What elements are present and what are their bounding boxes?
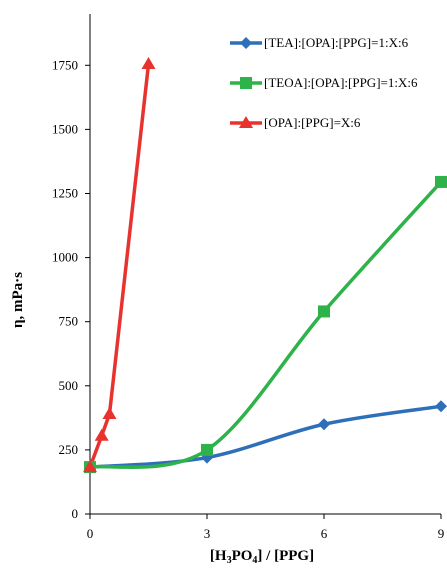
triangle-marker: [141, 57, 156, 69]
x-axis-title-part: PO: [232, 548, 253, 564]
x-axis-title-sub: 4: [252, 555, 257, 566]
x-tick-label: 3: [204, 526, 211, 541]
y-axis-title: η, mPa·s: [10, 272, 26, 328]
triangle-marker-legend: [239, 116, 253, 128]
y-tick-label: 1250: [52, 185, 78, 200]
legend-label: [OPA]:[PPG]=X:6: [264, 115, 361, 130]
series-line-2: [89, 180, 443, 470]
diamond-marker-legend: [240, 37, 252, 49]
square-marker: [318, 305, 330, 318]
series-markers: [83, 57, 447, 474]
series-line-1: [89, 404, 442, 469]
x-tick-label: 0: [87, 526, 94, 541]
axes: [89, 14, 441, 515]
series-lines: [88, 63, 443, 470]
x-tick-label: 6: [321, 526, 328, 541]
square-marker-legend: [240, 77, 252, 89]
y-tick-label: 500: [59, 378, 79, 393]
legend-label: [TEA]:[OPA]:[PPG]=1:X:6: [264, 35, 409, 50]
legend: [TEA]:[OPA]:[PPG]=1:X:6 [TEOA]:[OPA]:[PPG…: [230, 35, 418, 130]
y-tick-label: 250: [59, 442, 79, 457]
square-marker: [201, 443, 213, 456]
y-tick-label: 1000: [52, 250, 78, 265]
x-axis-title-part: [H: [210, 548, 227, 564]
y-tick-label: 750: [59, 314, 79, 329]
legend-label: [TEOA]:[OPA]:[PPG]=1:X:6: [264, 75, 418, 90]
ticks: 0 250 500 750 1000 1250 1500 1750 0 3 6 9: [52, 57, 444, 541]
triangle-marker: [83, 460, 97, 473]
diamond-marker: [435, 400, 447, 413]
x-axis-title: [H3PO4] / [PPG]: [210, 548, 314, 566]
triangle-marker: [94, 428, 109, 441]
y-tick-label: 1750: [52, 57, 78, 72]
x-axis-title-part: ] / [PPG]: [257, 548, 314, 564]
diamond-marker: [318, 418, 330, 431]
y-tick-label: 0: [72, 506, 79, 521]
y-tick-label: 1500: [52, 121, 78, 136]
triangle-marker: [102, 407, 117, 419]
series-line-3: [88, 63, 151, 468]
x-tick-label: 9: [438, 526, 445, 541]
square-marker: [435, 175, 447, 188]
x-axis-title-sub: 3: [227, 555, 232, 566]
